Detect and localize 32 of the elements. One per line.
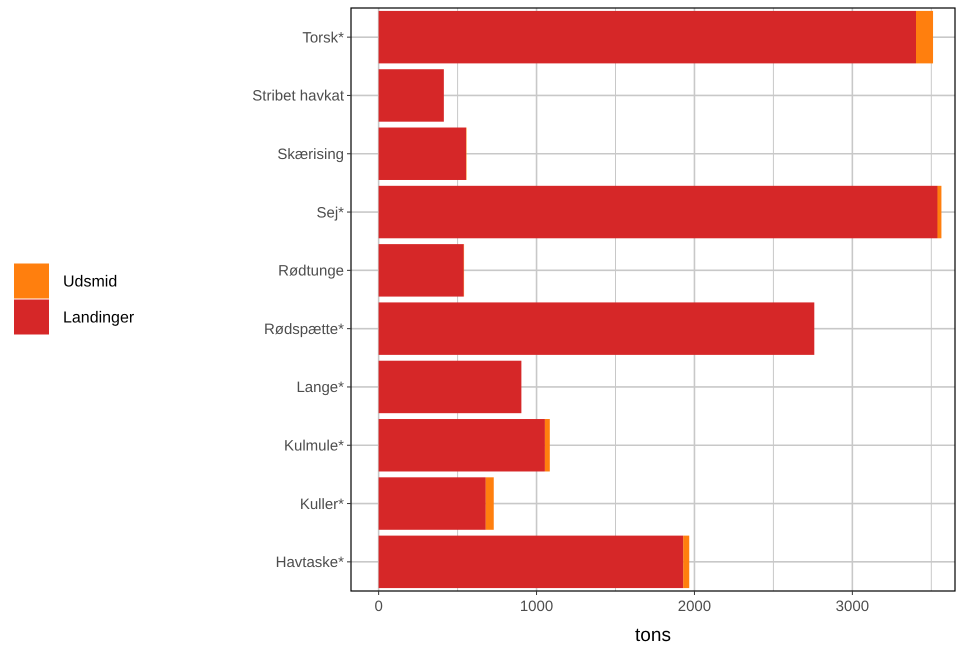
y-tick-label: Havtaske* [276, 554, 344, 572]
x-tick-label: 3000 [836, 598, 870, 615]
x-tick-label: 2000 [678, 598, 712, 615]
x-tick-label: 1000 [520, 598, 554, 615]
bar [378, 186, 938, 238]
bar [378, 69, 444, 122]
x-tick-label: 0 [374, 598, 383, 615]
bar [378, 477, 486, 530]
y-tick-label: Sej* [316, 204, 344, 222]
y-tick-label: Rødspætte* [264, 320, 344, 338]
bar [916, 10, 934, 64]
y-tick-label: Torsk* [302, 29, 344, 46]
bar [378, 536, 684, 588]
y-tick-label: Lange* [296, 379, 344, 396]
bar [378, 128, 466, 180]
legend-label: Landinger [63, 310, 135, 327]
bar [486, 477, 494, 530]
y-tick-label: Kulmule* [284, 438, 344, 454]
legend-label: Udsmid [63, 274, 118, 291]
bar [378, 360, 522, 414]
x-axis-title: tons [635, 625, 671, 646]
bar [544, 419, 550, 472]
bar [378, 244, 464, 297]
bar [937, 186, 942, 238]
y-tick-label: Kuller* [300, 496, 344, 513]
bar [378, 10, 916, 64]
y-tick-label: Skærising [277, 146, 344, 163]
bar [683, 536, 690, 588]
bar [378, 419, 545, 472]
y-tick-label: Rødtunge [278, 262, 344, 280]
y-tick-label: Stribet havkat [252, 88, 345, 105]
bar [378, 302, 814, 355]
